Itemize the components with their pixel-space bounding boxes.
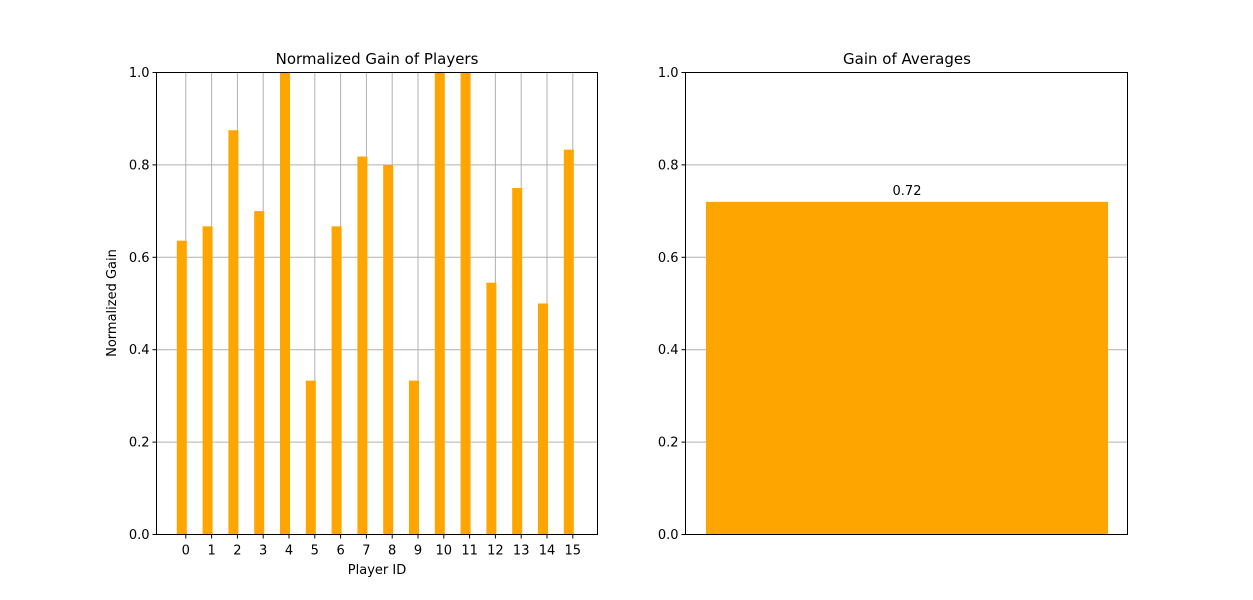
average-gain-chart: Gain of Averages 0.72 0.0 0.2 0.4 0.6 0.8 1.0 — [658, 50, 1128, 543]
player-bar — [176, 240, 187, 535]
right-y-tick-label: 0.8 — [658, 158, 679, 173]
left-x-tick-label: 13 — [513, 544, 530, 559]
left-x-tick-label: 7 — [362, 544, 370, 559]
left-x-tick-label: 9 — [414, 544, 422, 559]
left-chart-xlabel: Player ID — [348, 563, 406, 578]
player-gain-chart: Normalized Gain of Players Player ID Nor… — [105, 50, 598, 578]
left-x-tick-label: 15 — [565, 544, 582, 559]
player-bar — [434, 72, 445, 535]
player-bar — [254, 211, 265, 535]
left-chart-ylabel: Normalized Gain — [105, 249, 120, 357]
right-chart-data-labels: 0.72 — [893, 184, 922, 199]
right-chart-y-ticks: 0.0 0.2 0.4 0.6 0.8 1.0 — [658, 66, 686, 543]
left-x-tick-label: 6 — [336, 544, 344, 559]
average-bar — [706, 201, 1108, 535]
player-bar — [538, 303, 548, 535]
right-y-tick-label: 1.0 — [658, 66, 679, 81]
left-y-tick-label: 0.6 — [129, 251, 150, 266]
right-chart-bars — [706, 201, 1108, 535]
player-bar — [409, 380, 419, 535]
left-x-tick-label: 12 — [487, 544, 504, 559]
player-bar — [228, 130, 239, 535]
left-x-tick-label: 1 — [207, 544, 215, 559]
player-bar — [383, 164, 394, 535]
right-y-tick-label: 0.6 — [658, 251, 679, 266]
left-x-tick-label: 0 — [182, 544, 190, 559]
left-x-tick-label: 2 — [233, 544, 241, 559]
player-bar — [460, 72, 471, 535]
left-y-tick-label: 0.4 — [129, 343, 150, 358]
player-bar — [563, 149, 574, 535]
player-bar — [486, 282, 497, 535]
left-x-tick-label: 10 — [436, 544, 453, 559]
player-bar — [512, 188, 523, 535]
left-chart-y-ticks: 0.0 0.2 0.4 0.6 0.8 1.0 — [129, 66, 157, 543]
left-x-tick-label: 11 — [461, 544, 478, 559]
left-chart-frame — [156, 72, 598, 535]
left-chart-title: Normalized Gain of Players — [276, 50, 479, 68]
left-y-tick-label: 0.8 — [129, 158, 150, 173]
left-y-tick-label: 0.0 — [129, 528, 150, 543]
left-x-tick-label: 4 — [285, 544, 293, 559]
right-y-tick-label: 0.4 — [658, 343, 679, 358]
left-y-tick-label: 1.0 — [129, 66, 150, 81]
right-y-tick-label: 0.0 — [658, 528, 679, 543]
player-bar — [280, 72, 290, 535]
player-bar — [331, 226, 342, 535]
left-x-tick-label: 5 — [311, 544, 319, 559]
player-bar — [305, 380, 316, 535]
left-x-tick-label: 3 — [259, 544, 267, 559]
left-x-tick-label: 14 — [539, 544, 556, 559]
average-bar-value-label: 0.72 — [893, 184, 922, 199]
right-chart-frame — [685, 72, 1128, 535]
left-y-tick-label: 0.2 — [129, 436, 150, 451]
player-bar — [357, 156, 368, 535]
right-chart-title: Gain of Averages — [843, 50, 971, 68]
left-x-tick-label: 8 — [388, 544, 396, 559]
left-chart-x-ticks: 0 1 2 3 4 5 6 7 8 9 10 11 12 13 14 15 — [182, 534, 582, 559]
left-chart-bars — [176, 72, 574, 535]
right-y-tick-label: 0.2 — [658, 436, 679, 451]
player-bar — [202, 226, 213, 535]
